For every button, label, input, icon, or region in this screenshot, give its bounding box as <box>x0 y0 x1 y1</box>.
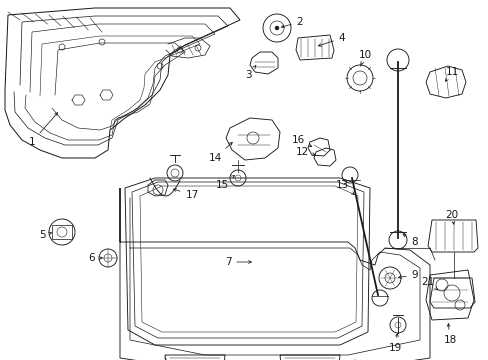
Text: 14: 14 <box>208 143 232 163</box>
Text: 15: 15 <box>215 176 234 190</box>
Text: 10: 10 <box>358 50 371 66</box>
Text: 8: 8 <box>402 234 417 247</box>
Text: 3: 3 <box>244 66 255 80</box>
Text: 12: 12 <box>295 147 315 157</box>
Circle shape <box>274 26 279 30</box>
Text: 2: 2 <box>281 17 303 28</box>
Text: 19: 19 <box>387 334 401 353</box>
Text: 9: 9 <box>398 270 417 280</box>
Text: 13: 13 <box>335 180 354 194</box>
Text: 7: 7 <box>224 257 251 267</box>
Text: 17: 17 <box>173 189 198 200</box>
Text: 16: 16 <box>291 135 311 147</box>
Text: 18: 18 <box>443 324 456 345</box>
Text: 1: 1 <box>29 113 58 147</box>
Text: 6: 6 <box>88 253 102 263</box>
Text: 11: 11 <box>445 67 458 81</box>
Text: 21: 21 <box>421 277 437 290</box>
Text: 4: 4 <box>318 33 345 46</box>
Text: 20: 20 <box>445 210 458 224</box>
Text: 5: 5 <box>39 230 51 240</box>
